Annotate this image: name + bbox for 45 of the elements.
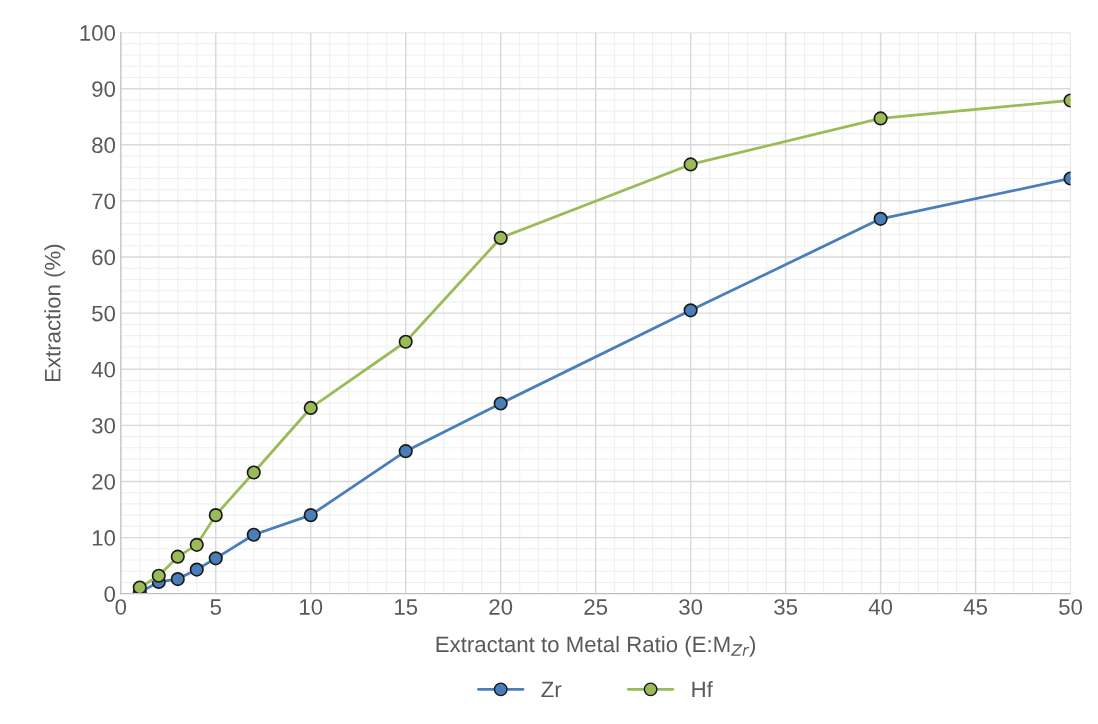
y-tick-label: 100 <box>80 25 116 41</box>
y-tick-label: 0 <box>104 586 116 602</box>
x-tick-label: 40 <box>868 599 893 615</box>
point <box>303 508 318 523</box>
y-tick-label: 90 <box>92 81 116 97</box>
x-tick-label: 30 <box>679 599 703 615</box>
legend-label: Zr <box>541 681 562 698</box>
point <box>246 465 261 480</box>
y-tick-label: 30 <box>92 417 116 434</box>
x-tick-label: 10 <box>300 599 323 615</box>
point <box>683 157 698 172</box>
x-tick-label: 15 <box>395 599 418 615</box>
point <box>208 551 223 566</box>
x-tick-label: 25 <box>584 599 608 615</box>
point <box>398 334 413 349</box>
point <box>493 396 508 411</box>
point <box>303 400 318 416</box>
x-tick-label: 45 <box>963 599 987 615</box>
point <box>493 230 508 246</box>
x-axis-title: Extractant to Metal Ratio (E:M$_{Zr}$) <box>436 635 756 657</box>
y-tick-label: 50 <box>92 305 116 322</box>
y-tick-label: 70 <box>92 193 116 210</box>
y-axis-title: Extraction (%) <box>44 244 65 382</box>
point <box>873 111 888 126</box>
point <box>151 568 166 583</box>
x-tick-label: 50 <box>1059 599 1083 615</box>
point <box>683 303 698 318</box>
y-tick-label: 20 <box>92 473 116 490</box>
y-tick-label: 10 <box>92 530 116 546</box>
y-tick-label: 40 <box>91 361 116 378</box>
point <box>208 508 223 523</box>
point <box>189 537 204 552</box>
y-tick-label: 60 <box>92 249 116 266</box>
x-tick-label: 0 <box>115 599 127 615</box>
x-tick-label: 20 <box>489 599 513 615</box>
x-tick-label: 5 <box>210 599 222 615</box>
point <box>398 444 413 459</box>
point <box>170 549 185 564</box>
point <box>189 562 204 577</box>
legend-label: Hf <box>692 681 713 698</box>
point <box>246 527 261 542</box>
point <box>170 572 185 587</box>
x-tick-label: 35 <box>774 599 798 615</box>
point <box>873 211 888 226</box>
y-tick-label: 80 <box>92 137 116 154</box>
